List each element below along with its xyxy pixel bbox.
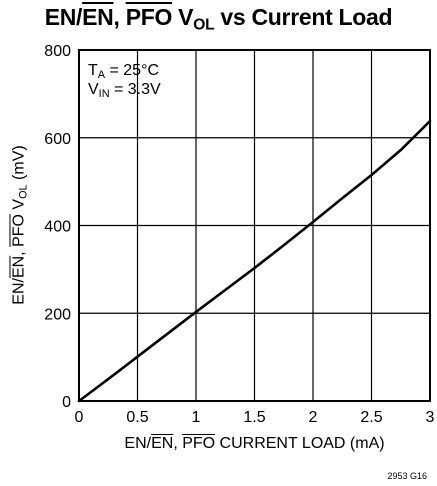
y-tick-label: 400 bbox=[44, 219, 71, 236]
y-tick-label: 0 bbox=[62, 394, 71, 411]
x-tick-label: 1 bbox=[192, 409, 201, 426]
x-tick-label: 2.5 bbox=[360, 409, 382, 426]
chart-title: EN/EN, PFO VOL vs Current Load bbox=[44, 4, 393, 34]
annotation-input-voltage: VIN = 3.3V bbox=[88, 81, 161, 101]
x-tick-labels: 0 0.5 1 1.5 2 2.5 3 bbox=[75, 409, 435, 426]
x-tick-label: 0.5 bbox=[126, 409, 148, 426]
grid-lines bbox=[79, 50, 430, 401]
y-axis-label: EN/EN, PFO VOL (mV) bbox=[10, 145, 30, 305]
plot-frame bbox=[78, 49, 431, 402]
y-tick-label: 200 bbox=[44, 306, 71, 323]
series-line bbox=[77, 119, 432, 403]
x-tick-label: 1.5 bbox=[243, 409, 265, 426]
y-tick-label: 800 bbox=[44, 43, 71, 60]
x-tick-label: 0 bbox=[75, 409, 84, 426]
figure-id: 2953 G16 bbox=[387, 471, 427, 481]
x-axis-label: EN/EN, PFO CURRENT LOAD (mA) bbox=[124, 435, 385, 452]
x-tick-label: 2 bbox=[309, 409, 318, 426]
y-tick-label: 600 bbox=[44, 131, 71, 148]
x-tick-label: 3 bbox=[426, 409, 435, 426]
annotation-temperature: TA = 25°C bbox=[88, 62, 160, 82]
y-tick-labels: 0 200 400 600 800 bbox=[44, 43, 71, 411]
